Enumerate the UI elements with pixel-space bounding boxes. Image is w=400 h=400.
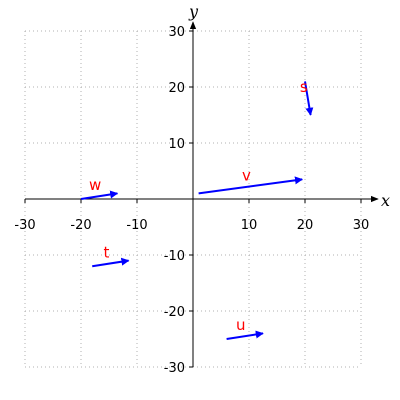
vector-w [80,190,119,200]
x-tick-label: -10 [126,218,147,233]
vector-label-u: u [236,316,246,334]
y-tick-label: 30 [168,25,185,40]
y-tick-label: 10 [168,137,185,152]
x-tick-label: 10 [241,218,258,233]
vector-s [304,81,314,116]
vector-label-v: v [242,166,251,184]
y-axis-label: y [188,2,199,21]
vector-v [198,176,303,195]
vector-t [92,257,130,268]
axes [25,21,379,367]
y-tick-label: 20 [168,81,185,96]
vector-u [226,330,264,340]
x-tick-label: -20 [70,218,91,233]
vectors: w v s t u [80,78,314,340]
ticks: -30 -20 -10 10 20 30 -30 -20 -10 10 20 30 [14,25,369,376]
vector-label-t: t [103,243,109,261]
x-tick-label: 20 [297,218,314,233]
y-tick-label: -20 [164,305,185,320]
x-tick-label: 30 [353,218,370,233]
vector-label-w: w [89,176,101,194]
vector-label-s: s [300,78,308,96]
y-tick-label: -10 [164,249,185,264]
x-axis-label: x [381,191,390,210]
x-tick-label: -30 [14,218,35,233]
y-tick-label: -30 [164,361,185,376]
